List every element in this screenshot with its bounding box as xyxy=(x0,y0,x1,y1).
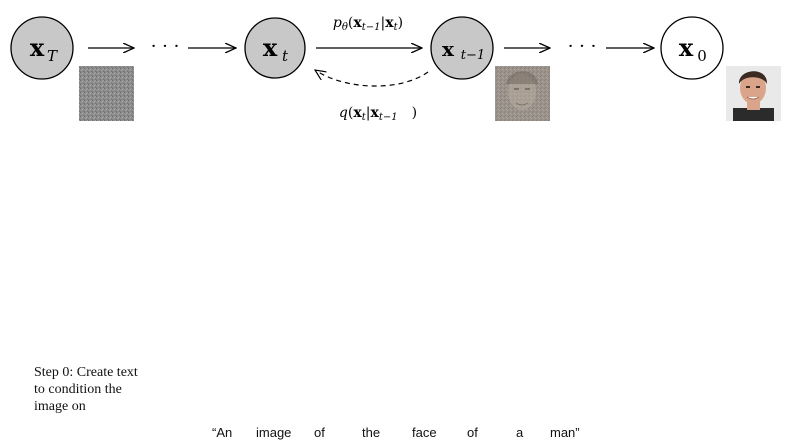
prompt-word: man” xyxy=(550,425,580,440)
step-caption-line-1: Step 0: Create text xyxy=(34,365,138,380)
prompt-word: of xyxy=(467,425,478,440)
node-x-t-minus-1-sub: t−1 xyxy=(461,48,485,63)
noise-image-icon xyxy=(79,66,134,121)
arrow-reverse-q xyxy=(315,70,429,87)
step-caption-line-3: image on xyxy=(34,399,86,414)
prompt-word: face xyxy=(412,425,437,440)
node-x-t-sub: t xyxy=(282,47,289,65)
node-x-t-minus-1: x t−1 xyxy=(430,16,494,80)
node-x-T: x T xyxy=(10,16,74,80)
reverse-label: q(xt|xt−1) xyxy=(339,105,417,123)
node-x-t-minus-1-base: x xyxy=(442,37,455,61)
ellipsis-left: · · · xyxy=(151,36,180,57)
node-x-0-base: x xyxy=(679,33,694,62)
face-photo-icon xyxy=(726,66,781,121)
step-caption: Step 0: Create text to condition the ima… xyxy=(34,364,184,415)
prompt-word: a xyxy=(516,425,524,440)
node-x-t: x t xyxy=(244,17,306,79)
node-x-T-base: x xyxy=(30,33,45,62)
prompt-word: image xyxy=(256,425,292,440)
node-x-t-base: x xyxy=(263,33,278,62)
prompt-word: “An xyxy=(212,425,233,440)
node-x-T-sub: T xyxy=(47,47,58,65)
node-x-0-sub: 0 xyxy=(697,47,707,65)
step-caption-line-2: to condition the xyxy=(34,382,122,397)
ellipsis-right: · · · xyxy=(568,36,597,57)
forward-label: pθ(xt−1|xt) xyxy=(333,15,403,33)
partial-face-image-icon xyxy=(495,66,550,121)
prompt-word: of xyxy=(314,425,325,440)
prompt-word: the xyxy=(362,425,381,440)
text-prompt: “An image of the face of a man” xyxy=(210,425,610,443)
node-x-0: x 0 xyxy=(660,16,724,80)
